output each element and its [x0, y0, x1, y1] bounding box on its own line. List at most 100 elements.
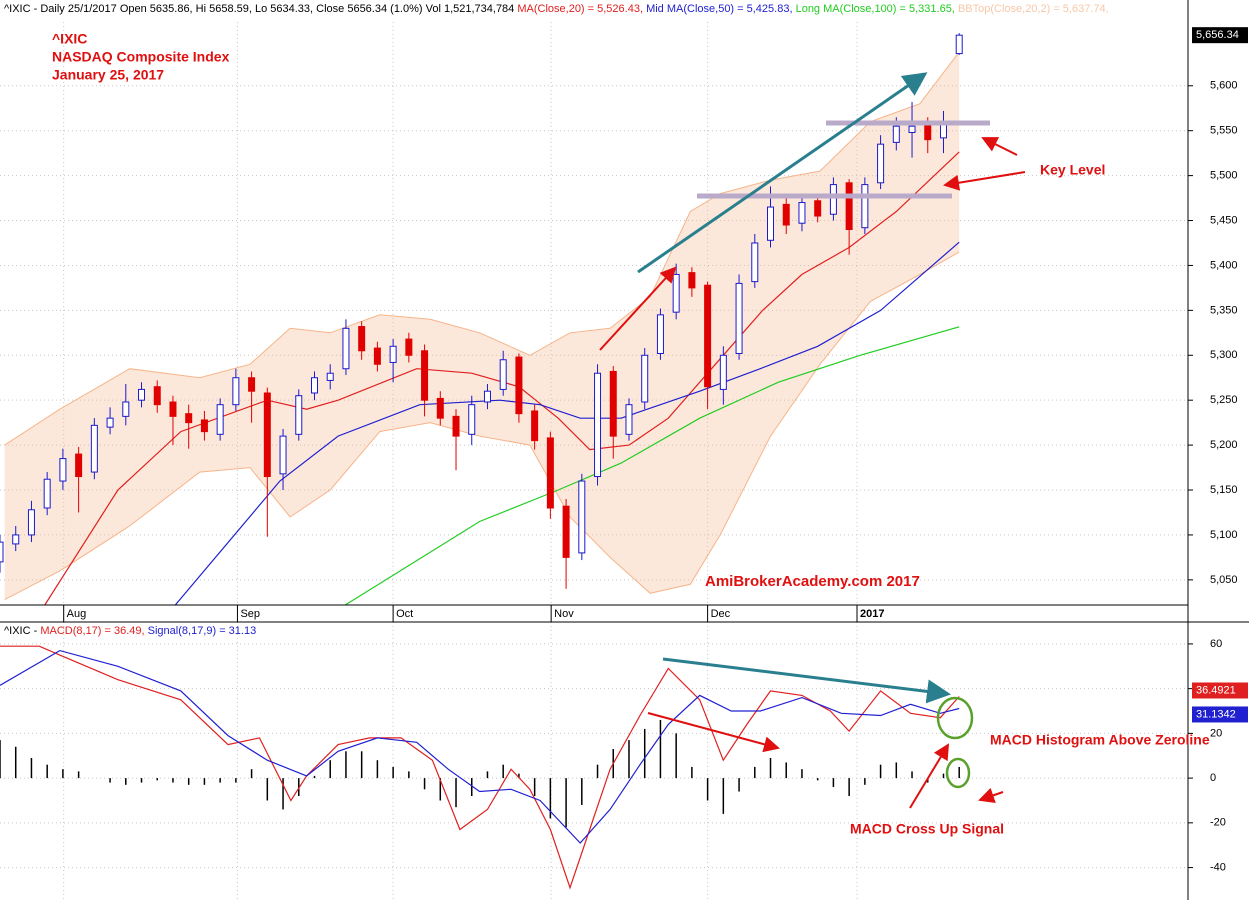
arrow — [981, 137, 1018, 156]
candle-body — [609, 370, 617, 437]
x-tick-label: Oct — [396, 608, 413, 620]
header-text: MA(Close,20) = 5,526.43, — [517, 3, 646, 15]
candle-body — [75, 453, 83, 478]
candle-body — [468, 404, 476, 435]
header-text: Signal(8,17,9) = 31.13 — [148, 625, 257, 637]
candle-body — [0, 541, 4, 563]
candle-body — [310, 377, 318, 394]
highlight-circle — [936, 696, 974, 740]
x-tick-label: Dec — [711, 608, 731, 620]
candle-body — [845, 182, 853, 231]
candle-body — [688, 272, 696, 289]
bollinger-lower — [4, 251, 960, 601]
value-tag-label: 31.1342 — [1196, 708, 1236, 720]
header-text: ^IXIC - — [4, 625, 40, 637]
y-tick-label: -40 — [1210, 861, 1226, 873]
y-tick-label: 5,300 — [1210, 349, 1238, 361]
candle-body — [12, 534, 20, 545]
candle-body — [829, 184, 837, 215]
candle-body — [578, 480, 586, 554]
y-tick-label: 5,600 — [1210, 80, 1238, 92]
candle-body — [641, 354, 649, 403]
candle-body — [499, 359, 507, 390]
candle-body — [27, 509, 35, 536]
y-tick-label: 5,550 — [1210, 125, 1238, 137]
candle-body — [295, 395, 303, 435]
bollinger-upper — [4, 51, 960, 446]
value-tag — [1192, 682, 1248, 699]
y-tick-label: 5,350 — [1210, 304, 1238, 316]
candle-body — [90, 424, 98, 473]
candle-body — [892, 125, 900, 143]
candle-body — [216, 404, 224, 435]
candle-body — [767, 206, 775, 241]
header-text: ^IXIC - Daily 25/1/2017 Open 5635.86, Hi… — [4, 3, 517, 15]
candle-body — [452, 415, 460, 437]
candle-body — [405, 338, 413, 356]
candle-body — [185, 413, 193, 424]
candle-body — [389, 345, 397, 363]
candle-body — [200, 419, 208, 433]
candle-body — [436, 397, 444, 419]
candle-body — [515, 356, 523, 415]
value-tag — [1192, 706, 1248, 723]
last-price-tag — [1192, 27, 1248, 44]
y-tick-label: 5,050 — [1210, 574, 1238, 586]
candle-body — [138, 388, 146, 401]
last-price-label: 5,656.34 — [1196, 29, 1239, 41]
candle-body — [43, 478, 51, 509]
candle-body — [232, 377, 240, 406]
y-tick-label: 5,200 — [1210, 439, 1238, 451]
candle-body — [955, 34, 963, 55]
y-tick-label: 5,100 — [1210, 529, 1238, 541]
y-tick-label: 60 — [1210, 638, 1222, 650]
y-tick-label: -20 — [1210, 817, 1226, 829]
candle-body — [106, 417, 114, 428]
macd-header: ^IXIC - MACD(8,17) = 36.49, Signal(8,17,… — [4, 625, 256, 637]
annotation: ^IXIC — [52, 31, 87, 47]
y-tick-label: 5,450 — [1210, 214, 1238, 226]
candle-body — [279, 435, 287, 475]
candle-body — [782, 203, 790, 226]
y-tick-label: 5,400 — [1210, 259, 1238, 271]
arrow — [599, 266, 677, 351]
arrow — [909, 743, 950, 809]
arrow — [978, 787, 1004, 803]
value-tag-label: 36.4921 — [1196, 684, 1236, 696]
header-text: Long MA(Close,100) = 5,331.65, — [796, 3, 958, 15]
y-tick-label: 5,250 — [1210, 394, 1238, 406]
candle-body — [169, 401, 177, 417]
watermark: AmiBrokerAcademy.com 2017 — [705, 573, 920, 590]
highlight-circle — [945, 757, 971, 789]
candle-body — [531, 410, 539, 442]
y-tick-label: 20 — [1210, 727, 1222, 739]
y-tick-label: 5,150 — [1210, 484, 1238, 496]
candle-body — [656, 314, 664, 354]
candle-body — [924, 123, 932, 141]
header-text: MACD(8,17) = 36.49, — [40, 625, 147, 637]
candle-body — [814, 200, 822, 217]
candle-body — [861, 184, 869, 229]
candle-body — [562, 505, 570, 558]
annotation: Key Level — [1040, 162, 1105, 178]
candle-body — [421, 350, 429, 401]
arrow — [943, 171, 1026, 191]
candle-body — [153, 386, 161, 406]
candle-body — [594, 372, 602, 478]
price-header: ^IXIC - Daily 25/1/2017 Open 5635.86, Hi… — [4, 3, 1109, 15]
candle-body — [483, 390, 491, 403]
candle-body — [798, 202, 806, 224]
bollinger-band — [4, 51, 960, 600]
annotation: January 25, 2017 — [52, 67, 164, 83]
annotation-shapes — [599, 72, 1026, 809]
moving-average — [344, 326, 960, 606]
value-tags: 5,656.34 36.4921 31.1342 — [1192, 27, 1248, 723]
candle-body — [358, 326, 366, 352]
candle-body — [877, 143, 885, 184]
header-text: BBTop(Close,20,2) = 5,637.74, — [958, 3, 1109, 15]
candle-body — [263, 392, 271, 478]
candle-body — [326, 372, 334, 381]
candle-body — [625, 404, 633, 435]
header-text: Mid MA(Close,50) = 5,425.83, — [646, 3, 796, 15]
